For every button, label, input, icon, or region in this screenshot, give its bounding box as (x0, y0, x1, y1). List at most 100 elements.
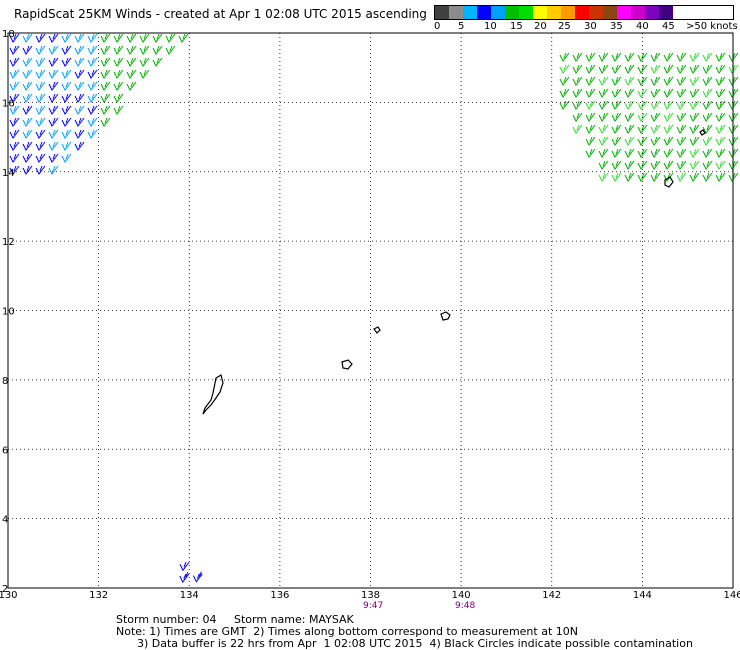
legend-swatch (519, 6, 533, 19)
wind-barb (126, 57, 137, 67)
wind-barb (689, 160, 700, 170)
wind-barb (61, 33, 72, 43)
wind-barb (585, 88, 596, 98)
lat-tick-label: 6 (2, 445, 8, 456)
wind-barb (9, 129, 20, 139)
wind-barb (179, 561, 190, 572)
wind-barb (663, 160, 674, 170)
wind-barb (22, 141, 33, 151)
legend-label: 25 (558, 21, 571, 32)
legend-label: >50 knots (686, 21, 738, 32)
wind-barb (676, 52, 687, 62)
wind-barb (572, 64, 583, 74)
wind-barb (35, 165, 46, 175)
wind-barb (650, 172, 661, 182)
wind-barb (624, 100, 635, 110)
wind-barb (113, 33, 124, 43)
wind-barb (22, 93, 33, 103)
lat-tick-label: 2 (2, 584, 8, 595)
wind-barb (100, 117, 111, 127)
note-line-2: 3) Data buffer is 22 hrs from Apr 1 02:0… (116, 637, 693, 650)
wind-barb (702, 112, 713, 122)
wind-barb (9, 105, 20, 115)
wind-barb (48, 141, 59, 151)
wind-barb (22, 105, 33, 115)
legend-color-bar (434, 5, 734, 20)
wind-barb (61, 57, 72, 67)
wind-barb (715, 148, 726, 158)
wind-barb (87, 33, 98, 43)
wind-barb (113, 81, 124, 91)
wind-barb (87, 57, 98, 67)
legend-label: 35 (610, 21, 623, 32)
storm-name: Storm name: MAYSAK (234, 613, 354, 626)
wind-barb (663, 136, 674, 146)
wind-barb (74, 57, 85, 67)
wind-barb (663, 148, 674, 158)
legend-swatch (617, 6, 631, 19)
wind-barb (9, 153, 20, 163)
wind-barb (9, 165, 20, 175)
wind-barb (87, 69, 98, 79)
legend-label: 15 (510, 21, 523, 32)
wind-barb (611, 160, 622, 170)
wind-barb (598, 136, 609, 146)
lat-tick-label: 12 (2, 237, 15, 248)
wind-barb (48, 45, 59, 55)
wind-barb (663, 112, 674, 122)
wind-barb (611, 148, 622, 158)
storm-notes: Storm number: 04 Storm name: MAYSAK Note… (116, 614, 693, 650)
wind-barb (702, 100, 713, 110)
legend-labels: 0 5 10 15 20 25 30 35 40 45 >50 knots (434, 20, 738, 32)
lat-tick-label: 14 (2, 168, 15, 179)
wind-barb (611, 100, 622, 110)
wind-barb (663, 88, 674, 98)
wind-barb (9, 69, 20, 79)
wind-barb (624, 160, 635, 170)
wind-barb (702, 160, 713, 170)
wind-barb (48, 33, 59, 43)
wind-barb (650, 112, 661, 122)
legend-swatch (603, 6, 617, 19)
wind-barb (689, 112, 700, 122)
wind-barb (74, 141, 85, 151)
wind-barb (113, 45, 124, 55)
wind-barb (676, 76, 687, 86)
wind-barb (35, 153, 46, 163)
wind-barb (9, 81, 20, 91)
wind-barb (611, 172, 622, 182)
wind-barb (87, 93, 98, 103)
wind-barb (650, 100, 661, 110)
wind-barb (702, 52, 713, 62)
wind-barb (598, 172, 609, 182)
wind-barb (624, 76, 635, 86)
wind-barb (179, 571, 190, 583)
map-frame (7, 32, 734, 589)
wind-barb (126, 81, 137, 91)
wind-barb (689, 88, 700, 98)
wind-barb (572, 100, 583, 110)
legend-swatch (589, 6, 603, 19)
wind-barb (702, 76, 713, 86)
time-label-947: 9:47 (363, 601, 383, 611)
legend-swatch (659, 6, 673, 19)
wind-barb (165, 33, 176, 43)
note-line-1: Note: 1) Times are GMT 2) Times along bo… (116, 625, 578, 638)
wind-barb (585, 148, 596, 158)
lon-tick-label: 134 (180, 590, 199, 601)
wind-barb (611, 76, 622, 86)
wind-barb (689, 148, 700, 158)
latitude-labels: 2 4 6 8 10 12 14 16 18 (2, 29, 15, 595)
wind-barb (126, 69, 137, 79)
wind-barb (126, 33, 137, 43)
longitude-labels: 130 132 134 136 138 140 142 144 146 (0, 590, 740, 601)
island-yap (341, 359, 353, 370)
wind-barb (598, 112, 609, 122)
wind-barb (113, 105, 124, 115)
legend-label: 40 (636, 21, 649, 32)
legend-swatch (477, 6, 491, 19)
wind-barb (585, 124, 596, 134)
wind-barb (139, 69, 150, 79)
wind-barb (48, 105, 59, 115)
